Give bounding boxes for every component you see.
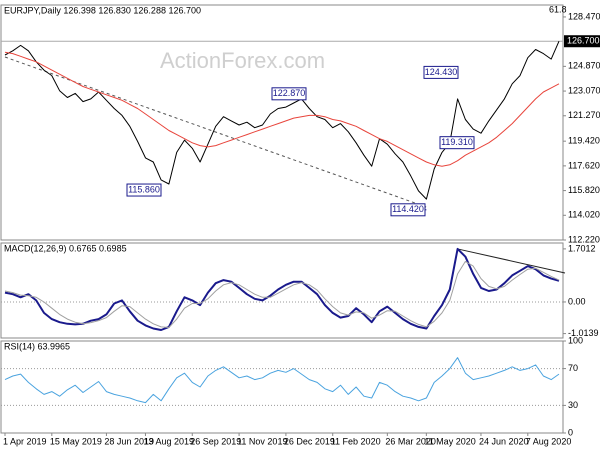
annotation-box xyxy=(271,87,307,101)
y-tick-label: 115.820 xyxy=(568,185,600,195)
y-tick-label: 0 xyxy=(568,427,573,437)
annotation-label: 119.310 xyxy=(441,137,473,147)
y-tick-label: 100 xyxy=(568,335,583,345)
panel-frame xyxy=(0,242,564,339)
panel-title: MACD(12,26,9) 0.6765 0.6985 xyxy=(4,243,127,253)
series-line xyxy=(4,260,560,328)
panel-title: EURJPY,Daily 126.398 126.830 126.288 126… xyxy=(4,5,201,15)
annotation-label: 114.420 xyxy=(392,204,424,214)
x-tick-label: 13 Aug 2019 xyxy=(143,436,194,446)
x-tick-label: 24 Jun 2020 xyxy=(479,436,529,446)
x-tick-label: 26 Dec 2019 xyxy=(284,436,335,446)
annotation-box xyxy=(423,65,459,79)
x-tick-label: 26 Mar 2020 xyxy=(385,436,436,446)
current-price-label: 126.700 xyxy=(567,36,600,46)
y-tick-label: 70 xyxy=(568,363,578,373)
y-tick-label: 112.220 xyxy=(568,234,600,244)
annotation-box xyxy=(390,203,426,217)
y-tick-label: 123.070 xyxy=(568,85,600,95)
y-tick-label: 119.420 xyxy=(568,136,600,146)
series-line xyxy=(4,51,560,167)
y-tick-label: 124.870 xyxy=(568,61,600,71)
y-tick-label: 114.020 xyxy=(568,210,600,220)
x-tick-label: 28 Jun 2019 xyxy=(104,436,154,446)
x-tick-label: 15 May 2019 xyxy=(50,436,102,446)
series-line xyxy=(4,247,560,331)
trend-line xyxy=(457,248,566,274)
x-tick-label: 26 Sep 2019 xyxy=(190,436,241,446)
panel-title: RSI(14) 63.9965 xyxy=(4,341,70,351)
annotation-label: 122.870 xyxy=(273,88,306,98)
y-tick-label: 1.7012 xyxy=(568,243,596,253)
watermark: ActionForex.com xyxy=(160,48,325,73)
x-tick-label: 11 May 2020 xyxy=(424,436,475,446)
annotation-label: 124.430 xyxy=(425,67,458,77)
series-line xyxy=(4,41,560,200)
fib-label: 61.8 xyxy=(549,4,567,14)
annotation-label: 115.860 xyxy=(128,184,160,194)
annotation-box xyxy=(439,136,475,150)
panel-frame xyxy=(0,4,564,241)
annotation-box xyxy=(126,183,162,197)
x-tick-label: 1 Apr 2019 xyxy=(3,436,47,446)
y-tick-label: 0.00 xyxy=(568,296,586,306)
y-tick-label: 117.620 xyxy=(568,160,600,170)
panel-frame xyxy=(0,340,564,434)
y-tick-label: 128.470 xyxy=(568,11,600,21)
current-price-box xyxy=(564,35,600,48)
y-tick-label: 30 xyxy=(568,400,578,410)
x-tick-label: 7 Aug 2020 xyxy=(526,436,572,446)
y-tick-label: 121.270 xyxy=(568,110,600,120)
x-tick-label: 11 Nov 2019 xyxy=(237,436,287,446)
y-tick-label: -1.0139 xyxy=(568,328,599,338)
series-line xyxy=(4,357,560,404)
x-tick-label: 11 Feb 2020 xyxy=(331,436,381,446)
trend-line xyxy=(4,56,427,208)
